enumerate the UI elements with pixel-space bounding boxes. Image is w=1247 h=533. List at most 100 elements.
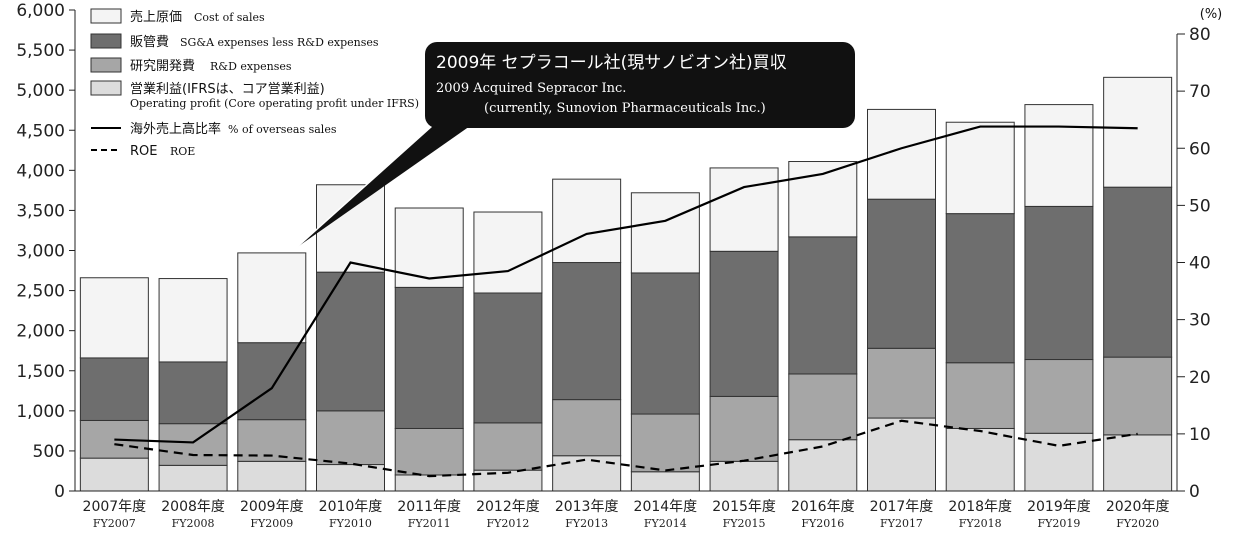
bar-cos: [316, 184, 385, 273]
bar-rd: [788, 373, 858, 441]
bar-sga: [788, 236, 858, 375]
bar-rd: [867, 347, 936, 419]
bar-sga: [867, 198, 936, 349]
y-left-tick-label: 500: [33, 442, 65, 462]
x-tick-label-jp: 2008年度: [161, 499, 225, 515]
y-left-tick-label: 3,500: [16, 201, 65, 221]
y-left-tick-label: 5,000: [16, 81, 65, 101]
y-right-tick-label: 10: [1189, 425, 1211, 445]
y-left-tick-label: 1,500: [16, 362, 65, 382]
bar-cos: [945, 121, 1015, 215]
bar-op: [945, 427, 1015, 492]
legend-label-sga-en: SG&A expenses less R&D expenses: [180, 36, 379, 49]
x-tick-label-en: FY2015: [723, 517, 766, 530]
bar-op: [630, 471, 700, 492]
y-right-tick-label: 0: [1189, 482, 1200, 502]
bar-op: [788, 439, 858, 492]
x-tick-label-en: FY2012: [486, 517, 529, 530]
x-tick-label-en: FY2016: [801, 517, 844, 530]
x-tick-label-jp: 2012年度: [476, 499, 540, 515]
bar-sga: [709, 250, 779, 397]
bar-rd: [552, 399, 622, 457]
annotation-text-en-1: 2009 Acquired Sepracor Inc.: [436, 81, 626, 96]
legend-swatch-rd: [90, 57, 122, 73]
bar-op: [79, 457, 149, 492]
legend-label-operating-profit-en: Operating profit (Core operating profit …: [130, 97, 419, 110]
legend-label-sga-jp: 販管費: [130, 35, 169, 50]
y-right-tick-label: 80: [1189, 25, 1211, 45]
y-right-tick-label: 40: [1189, 254, 1211, 274]
annotation-text-en-2: (currently, Sunovion Pharmaceuticals Inc…: [484, 101, 766, 116]
bar-op: [316, 464, 385, 492]
bar-cos: [237, 252, 307, 344]
x-tick-label-jp: 2014年度: [634, 499, 698, 515]
bar-cos: [1103, 76, 1173, 188]
bar-sga: [237, 342, 307, 421]
annotation-title-jp: 2009年 セプラコール社(現サノビオン社)買収: [436, 53, 787, 73]
x-tick-label-en: FY2009: [250, 517, 293, 530]
x-tick-label-jp: 2009年度: [240, 499, 304, 515]
bar-sga: [1024, 205, 1094, 361]
x-tick-label-en: FY2011: [408, 517, 451, 530]
bar-sga: [79, 357, 149, 421]
x-tick-label-en: FY2014: [644, 517, 687, 530]
x-tick-label-jp: 2017年度: [870, 499, 934, 515]
x-tick-label-jp: 2020年度: [1106, 499, 1170, 515]
legend-label-overseas-en: % of overseas sales: [228, 123, 337, 136]
y-right-tick-label: 50: [1189, 196, 1211, 216]
bar-cos: [473, 211, 543, 294]
x-tick-label-en: FY2018: [959, 517, 1002, 530]
line-overseas: [114, 125, 1138, 444]
legend-label-cost-of-sales-en: Cost of sales: [194, 11, 265, 24]
x-tick-label-jp: 2019年度: [1027, 499, 1091, 515]
legend-label-rd-en: R&D expenses: [210, 60, 292, 73]
legend-swatch-operating-profit: [90, 80, 122, 96]
bar-sga: [630, 272, 700, 415]
bar-op: [237, 460, 307, 492]
y-left-tick-label: 2,500: [16, 282, 65, 302]
bar-op: [158, 464, 228, 492]
bar-rd: [1024, 359, 1094, 434]
axes: 05001,0001,5002,0002,5003,0003,5004,0004…: [16, 1, 1222, 530]
y-right-tick-label: 70: [1189, 82, 1211, 102]
bar-cos: [79, 277, 149, 359]
x-tick-label-en: FY2013: [565, 517, 608, 530]
bar-op: [1103, 434, 1173, 492]
bar-cos: [1024, 104, 1094, 207]
legend-label-roe-jp: ROE: [130, 144, 157, 159]
legend-label-roe-en: ROE: [170, 145, 195, 158]
bar-rd: [945, 362, 1015, 429]
x-tick-label-jp: 2013年度: [555, 499, 619, 515]
legend-swatch-sga: [90, 33, 122, 49]
bar-sga: [473, 292, 543, 424]
bar-sga: [316, 271, 385, 412]
x-tick-label-en: FY2008: [172, 517, 215, 530]
x-tick-label-en: FY2020: [1116, 517, 1159, 530]
bar-sga: [552, 262, 622, 401]
bar-rd: [630, 413, 700, 473]
bar-sga: [394, 286, 464, 429]
bar-rd: [473, 422, 543, 471]
stacked-bars: [79, 76, 1173, 492]
x-tick-label-jp: 2015年度: [712, 499, 776, 515]
y-left-tick-label: 2,000: [16, 322, 65, 342]
y-right-tick-label: 20: [1189, 368, 1211, 388]
legend: 売上原価 Cost of sales 販管費 SG&A expenses les…: [90, 8, 419, 159]
bar-op: [552, 455, 622, 492]
legend-label-overseas-jp: 海外売上高比率: [130, 121, 221, 137]
legend-swatch-cost-of-sales: [90, 8, 122, 24]
annotation-pointer-edge: [295, 125, 433, 249]
bar-rd: [316, 410, 385, 466]
bar-rd: [709, 395, 779, 462]
x-tick-label-en: FY2019: [1037, 517, 1080, 530]
bar-sga: [945, 213, 1015, 364]
bar-op: [394, 474, 464, 492]
line-series: [114, 125, 1138, 478]
legend-label-operating-profit-jp: 営業利益(IFRSは、コア営業利益): [130, 81, 325, 97]
x-tick-label-en: FY2010: [329, 517, 372, 530]
x-tick-label-jp: 2018年度: [948, 499, 1012, 515]
line-roe: [114, 419, 1138, 478]
y-left-tick-label: 6,000: [16, 1, 65, 21]
y-left-tick-label: 5,500: [16, 41, 65, 61]
